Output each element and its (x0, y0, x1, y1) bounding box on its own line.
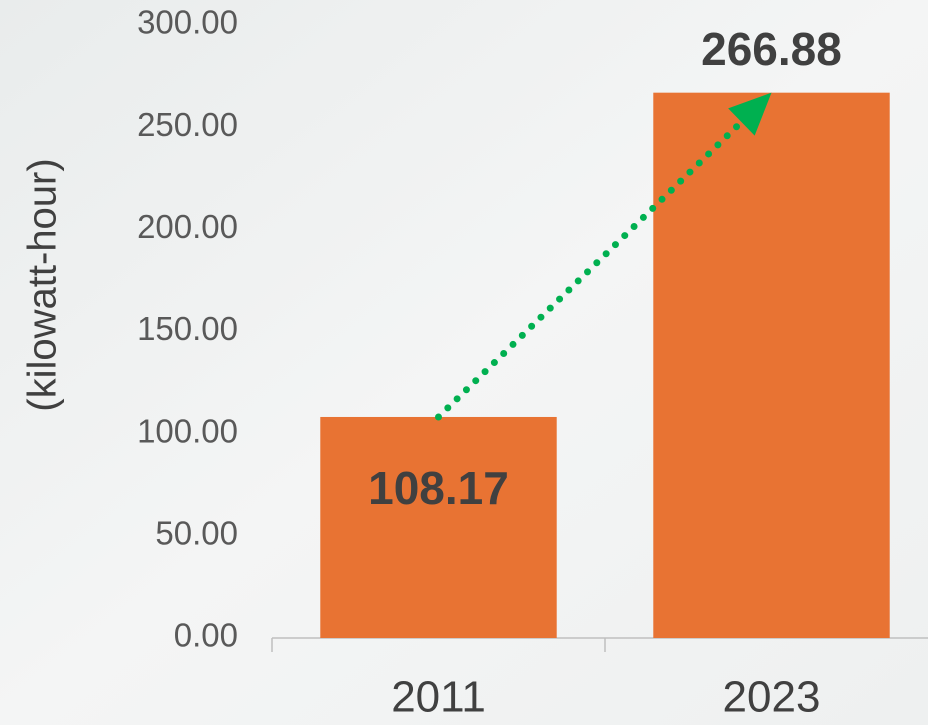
y-tick-label: 0.00 (174, 617, 238, 654)
x-tick-label: 2023 (723, 673, 821, 722)
data-label: 266.88 (701, 23, 842, 75)
bar (653, 92, 890, 639)
data-label: 108.17 (368, 462, 509, 514)
x-tick-label: 2011 (391, 673, 486, 722)
trend-arrow (435, 118, 745, 421)
y-tick-label: 250.00 (137, 106, 238, 143)
y-tick-label: 300.00 (137, 4, 238, 41)
trend-arrow-head (728, 92, 772, 136)
y-tick-label: 50.00 (155, 515, 238, 552)
bar (320, 416, 557, 638)
y-axis-label: (kilowatt-hour) (21, 158, 65, 411)
y-tick-label: 100.00 (137, 412, 238, 449)
y-tick-label: 200.00 (137, 208, 238, 245)
y-tick-label: 150.00 (137, 310, 238, 347)
